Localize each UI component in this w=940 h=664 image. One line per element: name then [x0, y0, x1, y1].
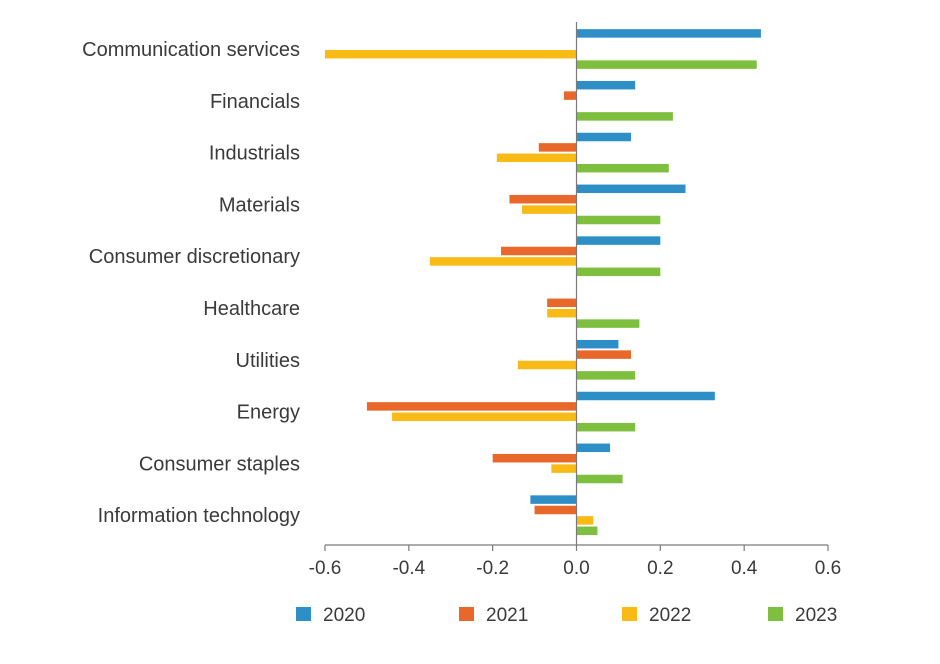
x-tick-label: -0.6 — [309, 558, 342, 579]
bar-2022 — [576, 516, 594, 525]
category-label: Materials — [219, 194, 300, 216]
x-tick-label: 0.2 — [647, 558, 673, 579]
category-labels-group: Communication services Financials Industri… — [82, 39, 300, 527]
category-label: Industrials — [209, 143, 300, 165]
legend-swatch-2021 — [459, 607, 474, 621]
x-tick-label: -0.2 — [476, 558, 509, 579]
bar-2022 — [517, 360, 577, 370]
category-label: Consumer staples — [139, 453, 300, 475]
bar-2021 — [492, 453, 577, 463]
bar-2020 — [576, 29, 761, 38]
bar-2023 — [576, 422, 636, 432]
bar-2023 — [576, 526, 598, 536]
legend-swatch-2023 — [768, 607, 783, 621]
x-tick-label: -0.4 — [392, 558, 425, 579]
bar-2020 — [576, 184, 686, 194]
bar-2021 — [576, 350, 631, 359]
bar-2023 — [576, 60, 757, 69]
bar-2023 — [576, 371, 636, 380]
bar-2022 — [522, 205, 577, 214]
category-label: Information technology — [98, 505, 300, 527]
legend-label-2022: 2022 — [649, 605, 691, 626]
bar-2020 — [576, 132, 631, 142]
bar-2021 — [534, 505, 577, 515]
category-label: Communication services — [82, 39, 300, 61]
bar-2022 — [325, 49, 577, 59]
bar-2020 — [576, 236, 661, 245]
legend-label-2021: 2021 — [486, 605, 528, 626]
bar-2023 — [576, 112, 673, 121]
bar-2020 — [576, 80, 636, 90]
bar-2020 — [530, 495, 577, 504]
legend-label-2023: 2023 — [795, 605, 837, 626]
category-label: Utilities — [236, 350, 300, 372]
bar-2021 — [563, 91, 577, 100]
axes-group — [324, 22, 829, 551]
tick-labels-group: -0.6 -0.4 -0.2 0.0 0.2 0.4 0.6 — [309, 558, 842, 579]
bars-group — [325, 29, 761, 536]
bar-2023 — [576, 215, 661, 225]
bar-2022 — [429, 257, 577, 266]
bar-2021 — [547, 298, 577, 308]
x-tick-label: 0.0 — [563, 558, 589, 579]
bar-2023 — [576, 319, 640, 328]
bar-2023 — [576, 474, 623, 484]
bar-2021 — [501, 246, 577, 256]
category-label: Healthcare — [203, 298, 300, 320]
bar-2022 — [496, 153, 577, 163]
bar-2023 — [576, 163, 669, 173]
category-label: Financials — [210, 91, 300, 113]
legend-swatch-2022 — [622, 607, 637, 621]
bar-2022 — [392, 412, 577, 422]
x-tick-label: 0.6 — [815, 558, 841, 579]
bar-2020 — [576, 339, 619, 349]
legend-label-2020: 2020 — [323, 605, 365, 626]
category-label: Consumer discretionary — [89, 246, 300, 268]
bar-2023 — [576, 267, 661, 277]
bar-2022 — [551, 464, 577, 473]
bar-2022 — [547, 308, 577, 318]
bar-2021 — [538, 143, 577, 152]
legend-swatch-2020 — [296, 607, 311, 621]
x-tick-label: 0.4 — [731, 558, 758, 579]
bar-2020 — [576, 443, 611, 453]
legend: 2020 2021 2022 2023 — [296, 605, 837, 626]
bar-2020 — [576, 391, 715, 401]
bar-2021 — [366, 402, 577, 411]
category-label: Energy — [237, 402, 300, 424]
bar-2021 — [509, 194, 577, 204]
